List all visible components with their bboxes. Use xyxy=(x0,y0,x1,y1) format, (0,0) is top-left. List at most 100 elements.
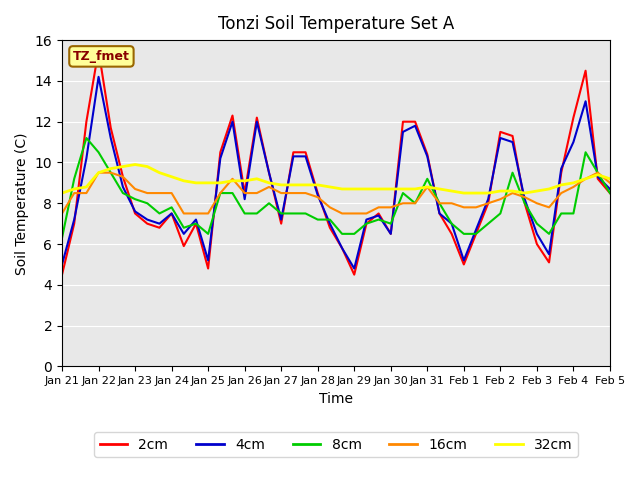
4cm xyxy=(107,135,115,141)
4cm xyxy=(424,154,431,159)
8cm xyxy=(131,196,139,202)
16cm xyxy=(399,200,407,206)
32cm xyxy=(326,184,333,190)
32cm xyxy=(448,188,456,194)
8cm xyxy=(484,221,492,227)
32cm xyxy=(228,178,236,184)
4cm xyxy=(180,231,188,237)
Line: 16cm: 16cm xyxy=(62,173,610,214)
16cm xyxy=(412,200,419,206)
32cm xyxy=(192,180,200,186)
32cm xyxy=(557,182,565,188)
4cm xyxy=(533,231,541,237)
8cm xyxy=(606,190,614,196)
8cm xyxy=(95,149,102,155)
32cm xyxy=(95,170,102,176)
16cm xyxy=(192,211,200,216)
16cm xyxy=(460,204,468,210)
4cm xyxy=(399,129,407,135)
4cm xyxy=(448,221,456,227)
32cm xyxy=(70,186,78,192)
8cm xyxy=(107,170,115,176)
8cm xyxy=(472,231,480,237)
16cm xyxy=(180,211,188,216)
4cm xyxy=(557,166,565,171)
16cm xyxy=(265,184,273,190)
2cm xyxy=(289,149,297,155)
8cm xyxy=(180,225,188,230)
16cm xyxy=(436,200,444,206)
16cm xyxy=(70,190,78,196)
32cm xyxy=(83,184,90,190)
2cm xyxy=(387,231,395,237)
2cm xyxy=(582,68,589,73)
32cm xyxy=(436,186,444,192)
2cm xyxy=(375,211,383,216)
2cm xyxy=(119,174,127,180)
32cm xyxy=(521,190,529,196)
8cm xyxy=(351,231,358,237)
4cm xyxy=(58,262,66,267)
2cm xyxy=(326,225,333,230)
16cm xyxy=(83,190,90,196)
8cm xyxy=(448,221,456,227)
32cm xyxy=(180,178,188,184)
32cm xyxy=(424,184,431,190)
16cm xyxy=(204,211,212,216)
32cm xyxy=(216,180,224,186)
8cm xyxy=(119,190,127,196)
32cm xyxy=(509,188,516,194)
4cm xyxy=(363,216,371,222)
2cm xyxy=(168,211,175,216)
4cm xyxy=(241,196,248,202)
4cm xyxy=(375,213,383,218)
8cm xyxy=(277,211,285,216)
8cm xyxy=(399,190,407,196)
16cm xyxy=(594,170,602,176)
4cm xyxy=(606,186,614,192)
8cm xyxy=(424,176,431,181)
16cm xyxy=(131,186,139,192)
2cm xyxy=(606,190,614,196)
2cm xyxy=(107,125,115,131)
16cm xyxy=(533,200,541,206)
2cm xyxy=(424,151,431,157)
16cm xyxy=(289,190,297,196)
8cm xyxy=(460,231,468,237)
2cm xyxy=(156,225,163,230)
8cm xyxy=(241,211,248,216)
8cm xyxy=(363,221,371,227)
32cm xyxy=(253,176,260,181)
2cm xyxy=(351,272,358,277)
8cm xyxy=(228,190,236,196)
4cm xyxy=(351,265,358,271)
2cm xyxy=(363,221,371,227)
Legend: 2cm, 4cm, 8cm, 16cm, 32cm: 2cm, 4cm, 8cm, 16cm, 32cm xyxy=(94,432,578,457)
16cm xyxy=(58,211,66,216)
4cm xyxy=(521,196,529,202)
2cm xyxy=(131,211,139,216)
32cm xyxy=(594,172,602,178)
2cm xyxy=(216,149,224,155)
2cm xyxy=(192,221,200,227)
16cm xyxy=(521,194,529,200)
2cm xyxy=(472,231,480,237)
Text: TZ_fmet: TZ_fmet xyxy=(73,50,130,63)
32cm xyxy=(533,188,541,194)
2cm xyxy=(83,119,90,125)
32cm xyxy=(387,186,395,192)
4cm xyxy=(484,196,492,202)
8cm xyxy=(594,170,602,176)
4cm xyxy=(83,156,90,161)
32cm xyxy=(301,182,309,188)
32cm xyxy=(460,190,468,196)
4cm xyxy=(265,170,273,176)
8cm xyxy=(497,211,504,216)
16cm xyxy=(351,211,358,216)
4cm xyxy=(119,184,127,190)
32cm xyxy=(241,178,248,184)
16cm xyxy=(253,190,260,196)
8cm xyxy=(570,211,577,216)
2cm xyxy=(399,119,407,125)
4cm xyxy=(253,119,260,125)
